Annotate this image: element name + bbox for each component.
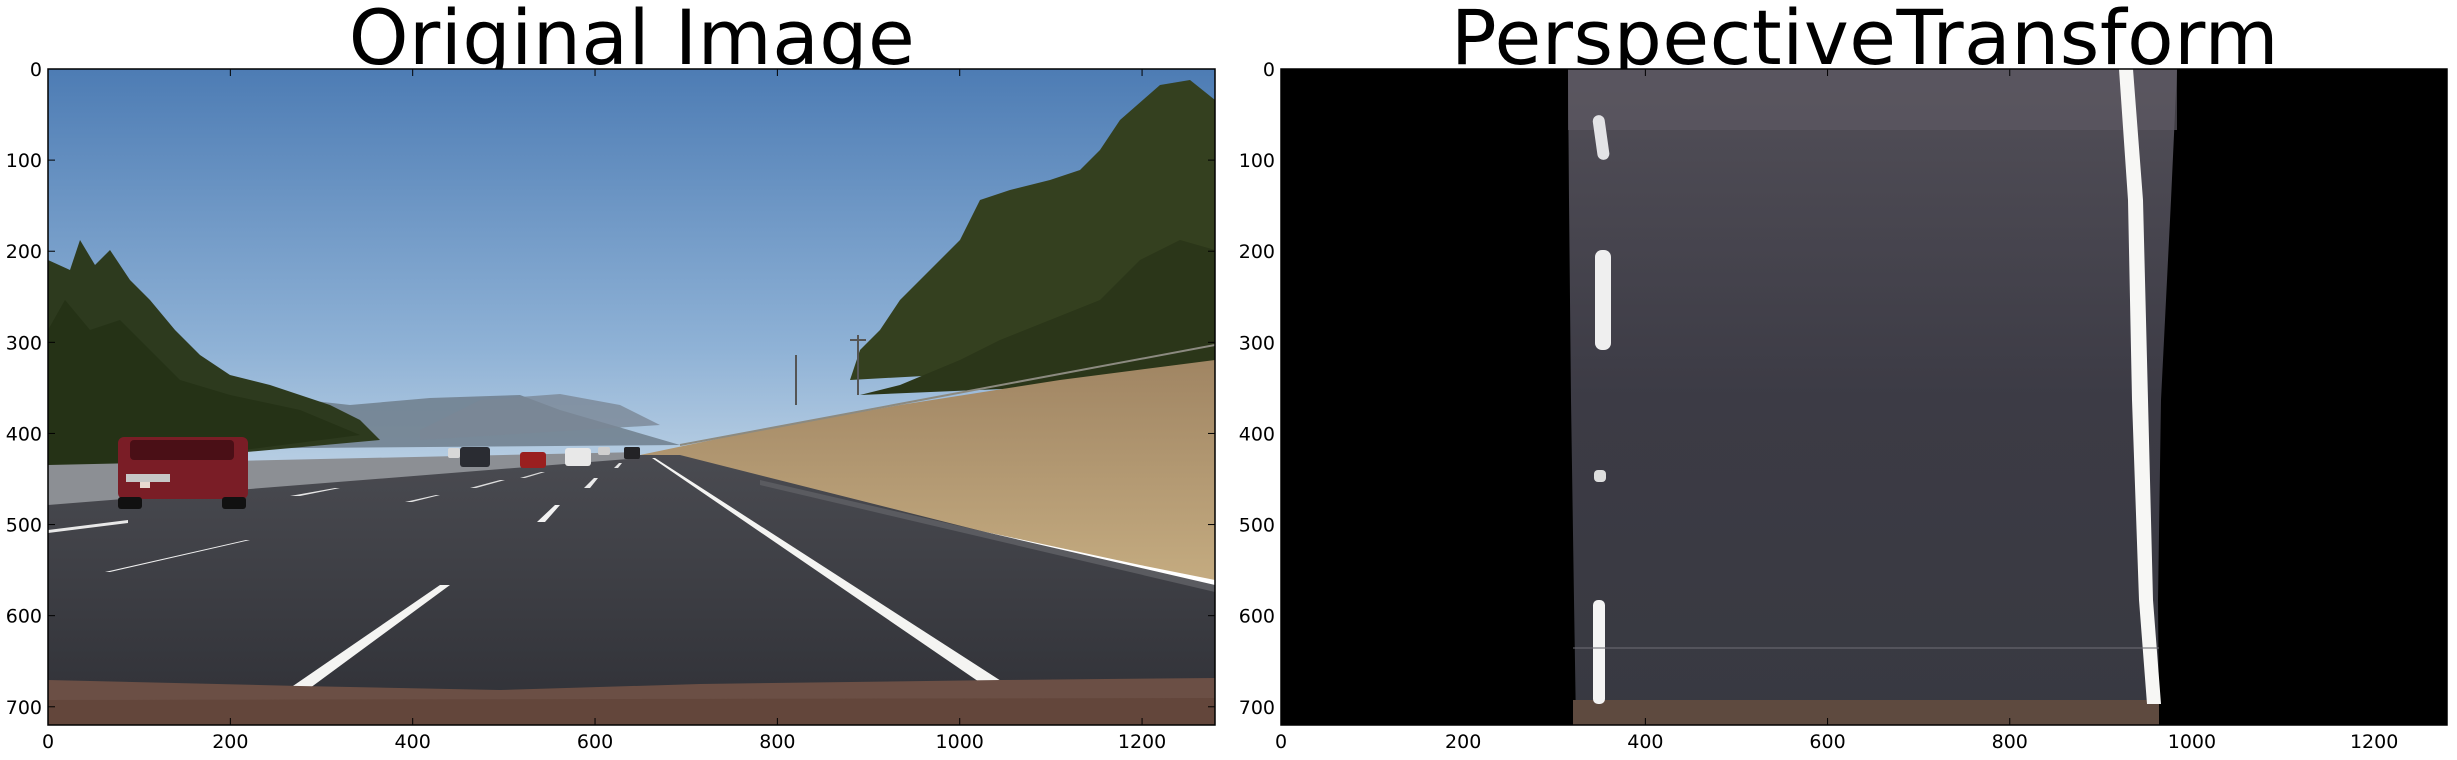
y-tick-label: 400 — [6, 423, 42, 445]
highway-scene-photo — [48, 69, 1215, 725]
y-tick-label: 600 — [1239, 606, 1275, 628]
y-tick-label: 600 — [6, 606, 42, 628]
y-tick-label: 300 — [6, 332, 42, 354]
y-tick-label: 400 — [1239, 423, 1275, 445]
original-image-title: Original Image — [348, 0, 916, 82]
red-suv — [118, 437, 248, 509]
birds-eye-lane-view — [1281, 69, 2447, 725]
x-tick-label: 1200 — [1118, 731, 1166, 753]
y-tick-label: 0 — [30, 59, 42, 81]
perspective-transform-ticks: 0 200 400 600 800 1000 1200 0 100 200 300 400 500 600… — [1239, 59, 2447, 753]
x-tick-label: 1000 — [936, 731, 984, 753]
perspective-transform-title: PerspectiveTransform — [1450, 0, 2280, 82]
x-tick-label: 600 — [577, 731, 613, 753]
y-tick-label: 300 — [1239, 332, 1275, 354]
x-tick-label: 400 — [1627, 731, 1663, 753]
x-tick-label: 200 — [1445, 731, 1481, 753]
original-image-axes: 0 200 400 600 800 1000 1200 0 100 200 300 400 500 600… — [6, 59, 1216, 753]
x-tick-label: 800 — [759, 731, 795, 753]
original-image-ticks: 0 200 400 600 800 1000 1200 0 100 200 300 400 500 600… — [6, 59, 1215, 753]
perspective-transform-panel: PerspectiveTransform — [1233, 0, 2457, 760]
y-tick-label: 100 — [1239, 150, 1275, 172]
y-tick-label: 500 — [1239, 515, 1275, 537]
y-tick-label: 700 — [6, 697, 42, 719]
y-tick-label: 0 — [1263, 59, 1275, 81]
y-tick-label: 500 — [6, 515, 42, 537]
x-tick-label: 0 — [42, 731, 54, 753]
y-tick-label: 100 — [6, 150, 42, 172]
x-tick-label: 1000 — [2168, 731, 2216, 753]
perspective-transform-axes: 0 200 400 600 800 1000 1200 0 100 200 300 400 500 600… — [1239, 59, 2448, 753]
original-image-panel: Original Image — [0, 0, 1228, 760]
y-tick-label: 700 — [1239, 697, 1275, 719]
x-tick-label: 600 — [1809, 731, 1845, 753]
y-tick-label: 200 — [1239, 241, 1275, 263]
x-tick-label: 400 — [395, 731, 431, 753]
x-tick-label: 0 — [1275, 731, 1287, 753]
x-tick-label: 200 — [212, 731, 248, 753]
y-tick-label: 200 — [6, 241, 42, 263]
x-tick-label: 1200 — [2350, 731, 2398, 753]
x-tick-label: 800 — [1992, 731, 2028, 753]
